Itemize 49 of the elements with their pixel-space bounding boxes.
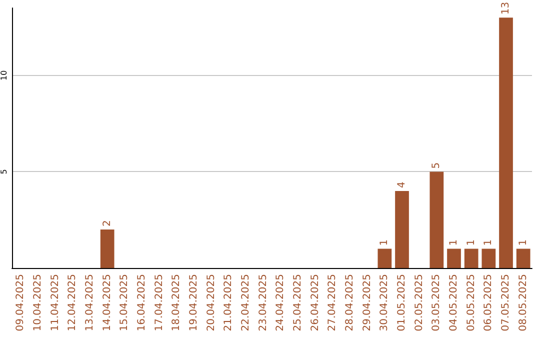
y-tick-label: 10 — [0, 70, 8, 80]
bar — [464, 248, 478, 268]
data-label: 1 — [518, 239, 529, 246]
x-tick-label: 02.05.2025 — [414, 274, 425, 332]
x-tick-label: 14.04.2025 — [102, 274, 113, 332]
bar — [430, 172, 444, 268]
x-tick-label: 16.04.2025 — [136, 274, 148, 332]
x-tick-label: 13.04.2025 — [84, 274, 96, 332]
x-tick-label: 15.04.2025 — [119, 274, 130, 332]
bar — [499, 18, 513, 268]
bar — [447, 248, 461, 268]
x-tick-label: 06.05.2025 — [483, 274, 494, 332]
x-tick-label: 10.04.2025 — [32, 274, 44, 332]
x-tick-label: 12.04.2025 — [67, 274, 78, 332]
x-tick-label: 05.05.2025 — [466, 274, 477, 332]
x-tick-label: 18.04.2025 — [171, 274, 182, 332]
bar — [482, 248, 496, 268]
data-label: 2 — [102, 220, 113, 226]
bar — [395, 190, 409, 268]
x-tick-label: 21.04.2025 — [223, 274, 234, 332]
data-label: 4 — [396, 182, 408, 188]
x-tick-label: 22.04.2025 — [240, 274, 252, 332]
bar — [100, 229, 114, 268]
x-tick-label: 29.04.2025 — [362, 274, 373, 332]
data-label: 1 — [448, 239, 460, 246]
x-tick-label: 01.05.2025 — [396, 274, 408, 332]
data-label: 13 — [500, 2, 512, 15]
x-tick-label: 07.05.2025 — [500, 274, 512, 332]
data-label: 5 — [431, 162, 442, 169]
data-label: 1 — [379, 239, 390, 246]
x-tick-label: 08.05.2025 — [518, 274, 529, 332]
x-tick-label: 25.04.2025 — [292, 274, 304, 332]
x-tick-label: 11.04.2025 — [50, 274, 61, 332]
x-tick-label: 03.05.2025 — [431, 274, 442, 332]
x-tick-label: 09.04.2025 — [15, 274, 26, 332]
data-label: 1 — [483, 239, 494, 246]
x-tick-label: 19.04.2025 — [188, 274, 200, 332]
data-label: 1 — [466, 239, 477, 246]
x-tick-label: 26.04.2025 — [310, 274, 321, 332]
bar — [516, 248, 530, 268]
x-tick-label: 28.04.2025 — [344, 274, 356, 332]
x-tick-label: 24.04.2025 — [275, 274, 286, 332]
x-tick-label: 20.04.2025 — [206, 274, 217, 332]
x-tick-label: 27.04.2025 — [327, 274, 338, 332]
x-tick-label: 23.04.2025 — [258, 274, 269, 332]
x-tick-label: 17.04.2025 — [154, 274, 165, 332]
x-tick-label: 30.04.2025 — [379, 274, 390, 332]
x-tick-label: 04.05.2025 — [448, 274, 460, 332]
bar — [378, 248, 392, 268]
